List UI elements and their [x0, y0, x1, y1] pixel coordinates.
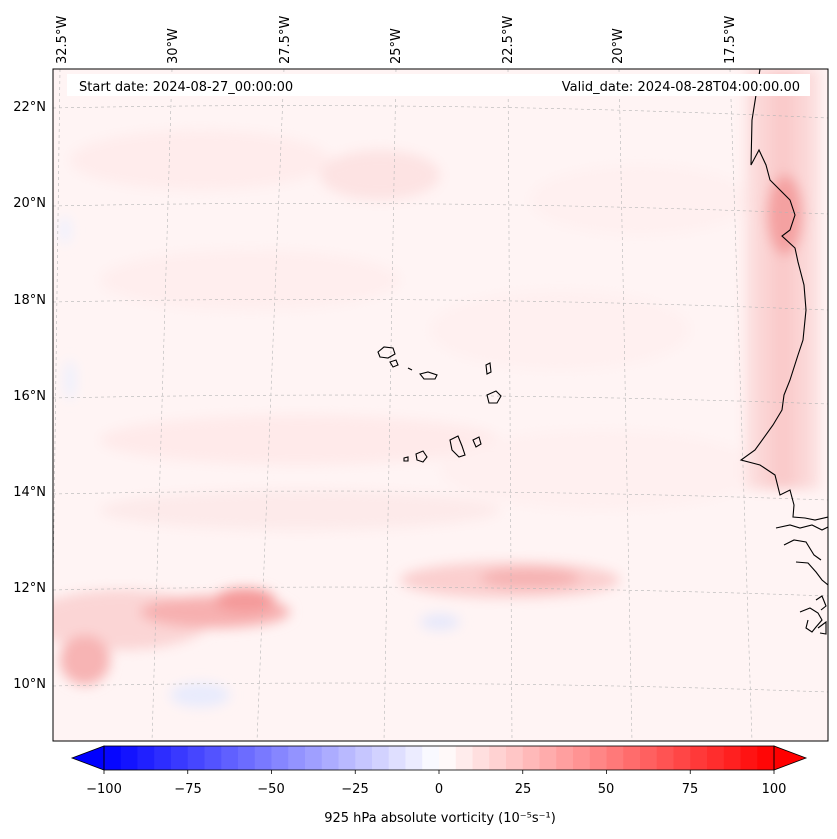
lon-label: 25°W — [389, 28, 404, 64]
lat-label: 12°N — [13, 581, 46, 596]
colorbar-cell — [338, 746, 356, 770]
colorbar-tick-label: 0 — [435, 782, 443, 797]
colorbar-tick-label: −25 — [341, 782, 368, 797]
colorbar-cell — [573, 746, 591, 770]
cabo-verde-islands — [377, 346, 502, 463]
colorbar-cell — [104, 746, 122, 770]
colorbar-cell — [623, 746, 641, 770]
valid-date-label: Valid_date: 2024-08-28T04:00:00.00 — [562, 80, 800, 95]
colorbar-cell — [589, 746, 607, 770]
lat-label: 16°N — [13, 389, 46, 404]
colorbar-tick-label: −75 — [174, 782, 201, 797]
west-africa-coastline — [739, 69, 828, 635]
lat-label: 18°N — [13, 293, 46, 308]
colorbar-cell — [372, 746, 390, 770]
lat-label: 10°N — [13, 677, 46, 692]
colorbar-cell — [321, 746, 339, 770]
colorbar-tick-label: 100 — [762, 782, 787, 797]
colorbar-cell — [707, 746, 725, 770]
colorbar-ticks — [103, 770, 775, 774]
colorbar-cell — [305, 746, 323, 770]
colorbar-cell — [656, 746, 674, 770]
colorbar-cell — [271, 746, 289, 770]
colorbar-cell — [355, 746, 373, 770]
colorbar-tick-label: −100 — [86, 782, 122, 797]
colorbar-cell — [673, 746, 691, 770]
lon-label: 22.5°W — [501, 16, 516, 64]
latitude-labels: 22°N 20°N 18°N 16°N 14°N 12°N 10°N — [13, 100, 46, 692]
colorbar-extend-min-arrow — [70, 745, 105, 771]
colorbar-cell — [690, 746, 708, 770]
lat-label: 22°N — [13, 100, 46, 115]
lat-label: 14°N — [13, 485, 46, 500]
colorbar-cell — [472, 746, 490, 770]
colorbar-cell — [405, 746, 423, 770]
colorbar-cell — [489, 746, 507, 770]
colorbar-cell — [723, 746, 741, 770]
colorbar-cell — [757, 746, 775, 770]
colorbar-cell — [238, 746, 256, 770]
colorbar-extend-max-arrow — [773, 745, 808, 771]
colorbar-tick-label: 25 — [515, 782, 532, 797]
colorbar-cell — [556, 746, 574, 770]
colorbar-cell — [422, 746, 440, 770]
graticule — [53, 69, 828, 741]
colorbar-cell — [254, 746, 272, 770]
colorbar-cell — [187, 746, 205, 770]
colorbar-cell — [137, 746, 155, 770]
colorbar-cell — [120, 746, 138, 770]
lon-label: 17.5°W — [723, 16, 738, 64]
colorbar-cell — [522, 746, 540, 770]
lon-label: 20°W — [611, 28, 626, 64]
colorbar: −100 −75 −50 −25 0 25 50 75 100 925 hPa … — [70, 745, 808, 826]
colorbar-label: 925 hPa absolute vorticity (10⁻⁵s⁻¹) — [324, 811, 556, 826]
map-frame — [52, 68, 829, 742]
colorbar-cell — [640, 746, 658, 770]
lon-label: 27.5°W — [278, 16, 293, 64]
colorbar-tick-label: 75 — [682, 782, 699, 797]
colorbar-cell — [506, 746, 524, 770]
colorbar-cell — [154, 746, 172, 770]
map-plot-area — [53, 69, 828, 741]
colorbar-cell — [171, 746, 189, 770]
longitude-labels: 32.5°W 30°W 27.5°W 25°W 22.5°W 20°W 17.5… — [55, 16, 738, 64]
colorbar-cell — [606, 746, 624, 770]
date-header-strip — [67, 74, 810, 96]
colorbar-cell — [388, 746, 406, 770]
colorbar-cell — [288, 746, 306, 770]
colorbar-cell — [221, 746, 239, 770]
start-date-label: Start date: 2024-08-27_00:00:00 — [79, 80, 293, 95]
colorbar-tick-label: −50 — [257, 782, 284, 797]
lat-label: 20°N — [13, 196, 46, 211]
colorbar-cell — [204, 746, 222, 770]
colorbar-cell — [455, 746, 473, 770]
colorbar-cell — [439, 746, 457, 770]
colorbar-cells — [104, 746, 775, 770]
colorbar-tick-label: 50 — [598, 782, 615, 797]
colorbar-cell — [740, 746, 758, 770]
lon-label: 32.5°W — [55, 16, 70, 64]
colorbar-cell — [539, 746, 557, 770]
lon-label: 30°W — [166, 28, 181, 64]
